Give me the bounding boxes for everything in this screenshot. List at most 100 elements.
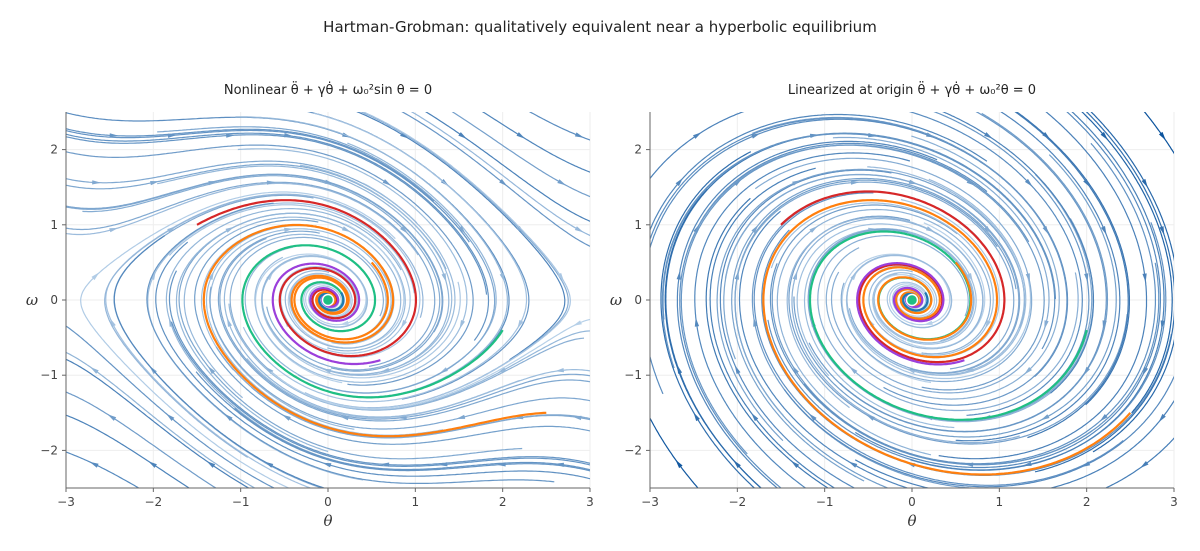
- streamline-arrow: [751, 133, 761, 139]
- streamline-arrow: [1140, 461, 1149, 469]
- streamline-arrow: [516, 225, 525, 234]
- streamline: [66, 128, 435, 202]
- streamline-arrow: [790, 460, 800, 468]
- streamline-arrow: [499, 179, 508, 187]
- x-tick-label: −1: [816, 495, 834, 509]
- streamline: [910, 112, 1165, 471]
- streamline-arrow: [89, 461, 99, 468]
- streamline: [738, 210, 910, 488]
- streamline-arrow: [675, 459, 683, 469]
- equilibrium-point: [321, 293, 335, 307]
- y-tick-label: 1: [50, 218, 58, 232]
- streamlines: [650, 112, 1174, 488]
- streamline-arrow: [225, 226, 235, 233]
- streamline-arrow: [849, 366, 858, 374]
- x-tick-label: 3: [586, 495, 594, 509]
- x-tick-label: 3: [1170, 495, 1178, 509]
- streamline-arrow: [1081, 461, 1091, 468]
- streamline-arrow: [693, 132, 702, 139]
- streamline-arrow: [400, 319, 407, 329]
- streamline: [66, 132, 490, 341]
- streamline-arrow: [984, 225, 992, 234]
- streamline-arrow: [984, 132, 993, 139]
- streamline-arrow: [574, 132, 584, 138]
- streamline: [908, 112, 1083, 416]
- linearized-panel: Linearized at origin θ̈ + γθ̇ + ω₀²θ = 0…: [610, 82, 1178, 530]
- streamline: [66, 325, 276, 488]
- streamline-arrow: [792, 365, 799, 375]
- streamline: [1014, 112, 1129, 439]
- x-tick-label: 1: [996, 495, 1004, 509]
- streamline: [694, 152, 911, 488]
- streamline-arrow: [1083, 366, 1090, 376]
- streamline-arrow: [107, 414, 117, 421]
- x-tick-label: 2: [499, 495, 507, 509]
- streamline-arrow: [808, 413, 817, 421]
- streamline: [1034, 112, 1174, 473]
- streamline: [155, 241, 590, 480]
- streamline: [217, 230, 590, 422]
- panel-title: Nonlinear θ̈ + γθ̇ + ω₀²sin θ = 0: [224, 82, 432, 98]
- streamline: [195, 371, 590, 472]
- streamline-arrow: [92, 180, 102, 185]
- streamline: [803, 228, 975, 429]
- streamline: [170, 321, 590, 467]
- x-tick-label: −2: [144, 495, 162, 509]
- streamline: [66, 451, 140, 488]
- streamline: [270, 318, 590, 410]
- streamline-arrow: [1160, 320, 1165, 330]
- streamline-arrow: [497, 367, 507, 374]
- y-tick-label: −1: [40, 368, 58, 382]
- streamline-arrow: [1025, 273, 1030, 283]
- streamline-arrow: [284, 133, 294, 138]
- streamline: [425, 112, 590, 222]
- streamline-arrow: [400, 132, 409, 139]
- streamline: [528, 112, 590, 141]
- streamline-arrow: [382, 179, 392, 186]
- streamline-arrow: [694, 317, 700, 327]
- streamline-arrow: [167, 133, 177, 138]
- streamline-arrow: [923, 320, 933, 325]
- streamline-arrow: [341, 226, 351, 233]
- streamline: [1090, 112, 1174, 453]
- streamline-arrow: [109, 318, 116, 327]
- streamline-arrow: [1083, 178, 1091, 188]
- y-tick-label: 0: [50, 293, 58, 307]
- streamline: [709, 167, 836, 488]
- streamline: [66, 129, 470, 243]
- streamline-arrow: [908, 273, 918, 279]
- streamline-arrow: [1158, 131, 1166, 141]
- streamline-arrow: [516, 132, 526, 139]
- streamline: [664, 188, 762, 488]
- streamline: [942, 112, 1095, 394]
- streamline: [676, 140, 938, 488]
- streamline-arrow: [167, 226, 176, 233]
- streamline-arrow: [91, 272, 100, 281]
- streamline-arrow: [554, 368, 564, 373]
- streamline: [650, 113, 988, 232]
- streamline-arrow: [456, 414, 466, 419]
- streamline-arrow: [751, 412, 759, 422]
- streamline: [1015, 112, 1130, 406]
- streamline-arrow: [1042, 132, 1051, 140]
- streamlines: [66, 112, 590, 488]
- streamline-arrow: [734, 365, 741, 374]
- streamline-arrow: [925, 226, 935, 233]
- streamline-arrow: [1158, 413, 1166, 423]
- streamline: [66, 358, 250, 488]
- y-tick-label: −1: [624, 368, 642, 382]
- x-axis-label: θ: [907, 512, 916, 530]
- x-axis-label: θ: [323, 512, 332, 530]
- streamline-arrow: [208, 271, 214, 280]
- streamline: [854, 399, 1174, 488]
- streamline-arrow: [148, 461, 157, 468]
- x-tick-label: −3: [641, 495, 659, 509]
- streamline: [783, 375, 1174, 488]
- streamline-arrow: [1159, 226, 1165, 236]
- streamline: [401, 112, 590, 247]
- streamline: [168, 270, 590, 466]
- streamline: [705, 197, 829, 488]
- streamline: [234, 407, 590, 471]
- streamline: [451, 112, 590, 198]
- streamline: [650, 416, 699, 488]
